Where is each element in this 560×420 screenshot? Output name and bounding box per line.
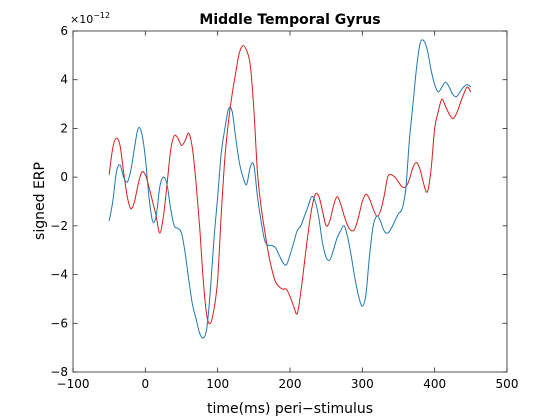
y-axis-exponent: ×10−12 <box>70 11 110 26</box>
x-tick-label: −100 <box>57 377 90 391</box>
x-tick-label: 400 <box>423 377 446 391</box>
y-tick-label: 0 <box>60 170 68 184</box>
series-line-2 <box>108 39 472 339</box>
y-tick-label: −6 <box>50 316 68 330</box>
x-tick-label: 0 <box>142 377 150 391</box>
chart-title: Middle Temporal Gyrus <box>199 12 380 28</box>
y-tick-label: −8 <box>50 365 68 379</box>
series-layer <box>108 39 472 339</box>
series-line-1 <box>108 45 472 325</box>
y-axis-exponent-base: ×10 <box>70 13 93 26</box>
y-tick-label: −2 <box>50 219 68 233</box>
x-tick-label: 100 <box>206 377 229 391</box>
y-axis-label: signed ERP <box>32 162 48 240</box>
x-tick-label: 500 <box>496 377 519 391</box>
y-tick-label: 6 <box>60 24 68 38</box>
y-tick-label: 2 <box>60 121 68 135</box>
y-tick-label: 4 <box>60 73 68 87</box>
plot-area <box>73 31 507 372</box>
ticks-layer: −100 0 100 200 300 400 500 −8 −6 −4 −2 0 2 4 6 <box>50 24 518 391</box>
x-axis-label: time(ms) peri−stimulus <box>207 401 373 417</box>
x-tick-label: 300 <box>351 377 374 391</box>
y-tick-label: −4 <box>50 268 68 282</box>
x-tick-label: 200 <box>279 377 302 391</box>
y-axis-exponent-power: −12 <box>93 11 110 20</box>
